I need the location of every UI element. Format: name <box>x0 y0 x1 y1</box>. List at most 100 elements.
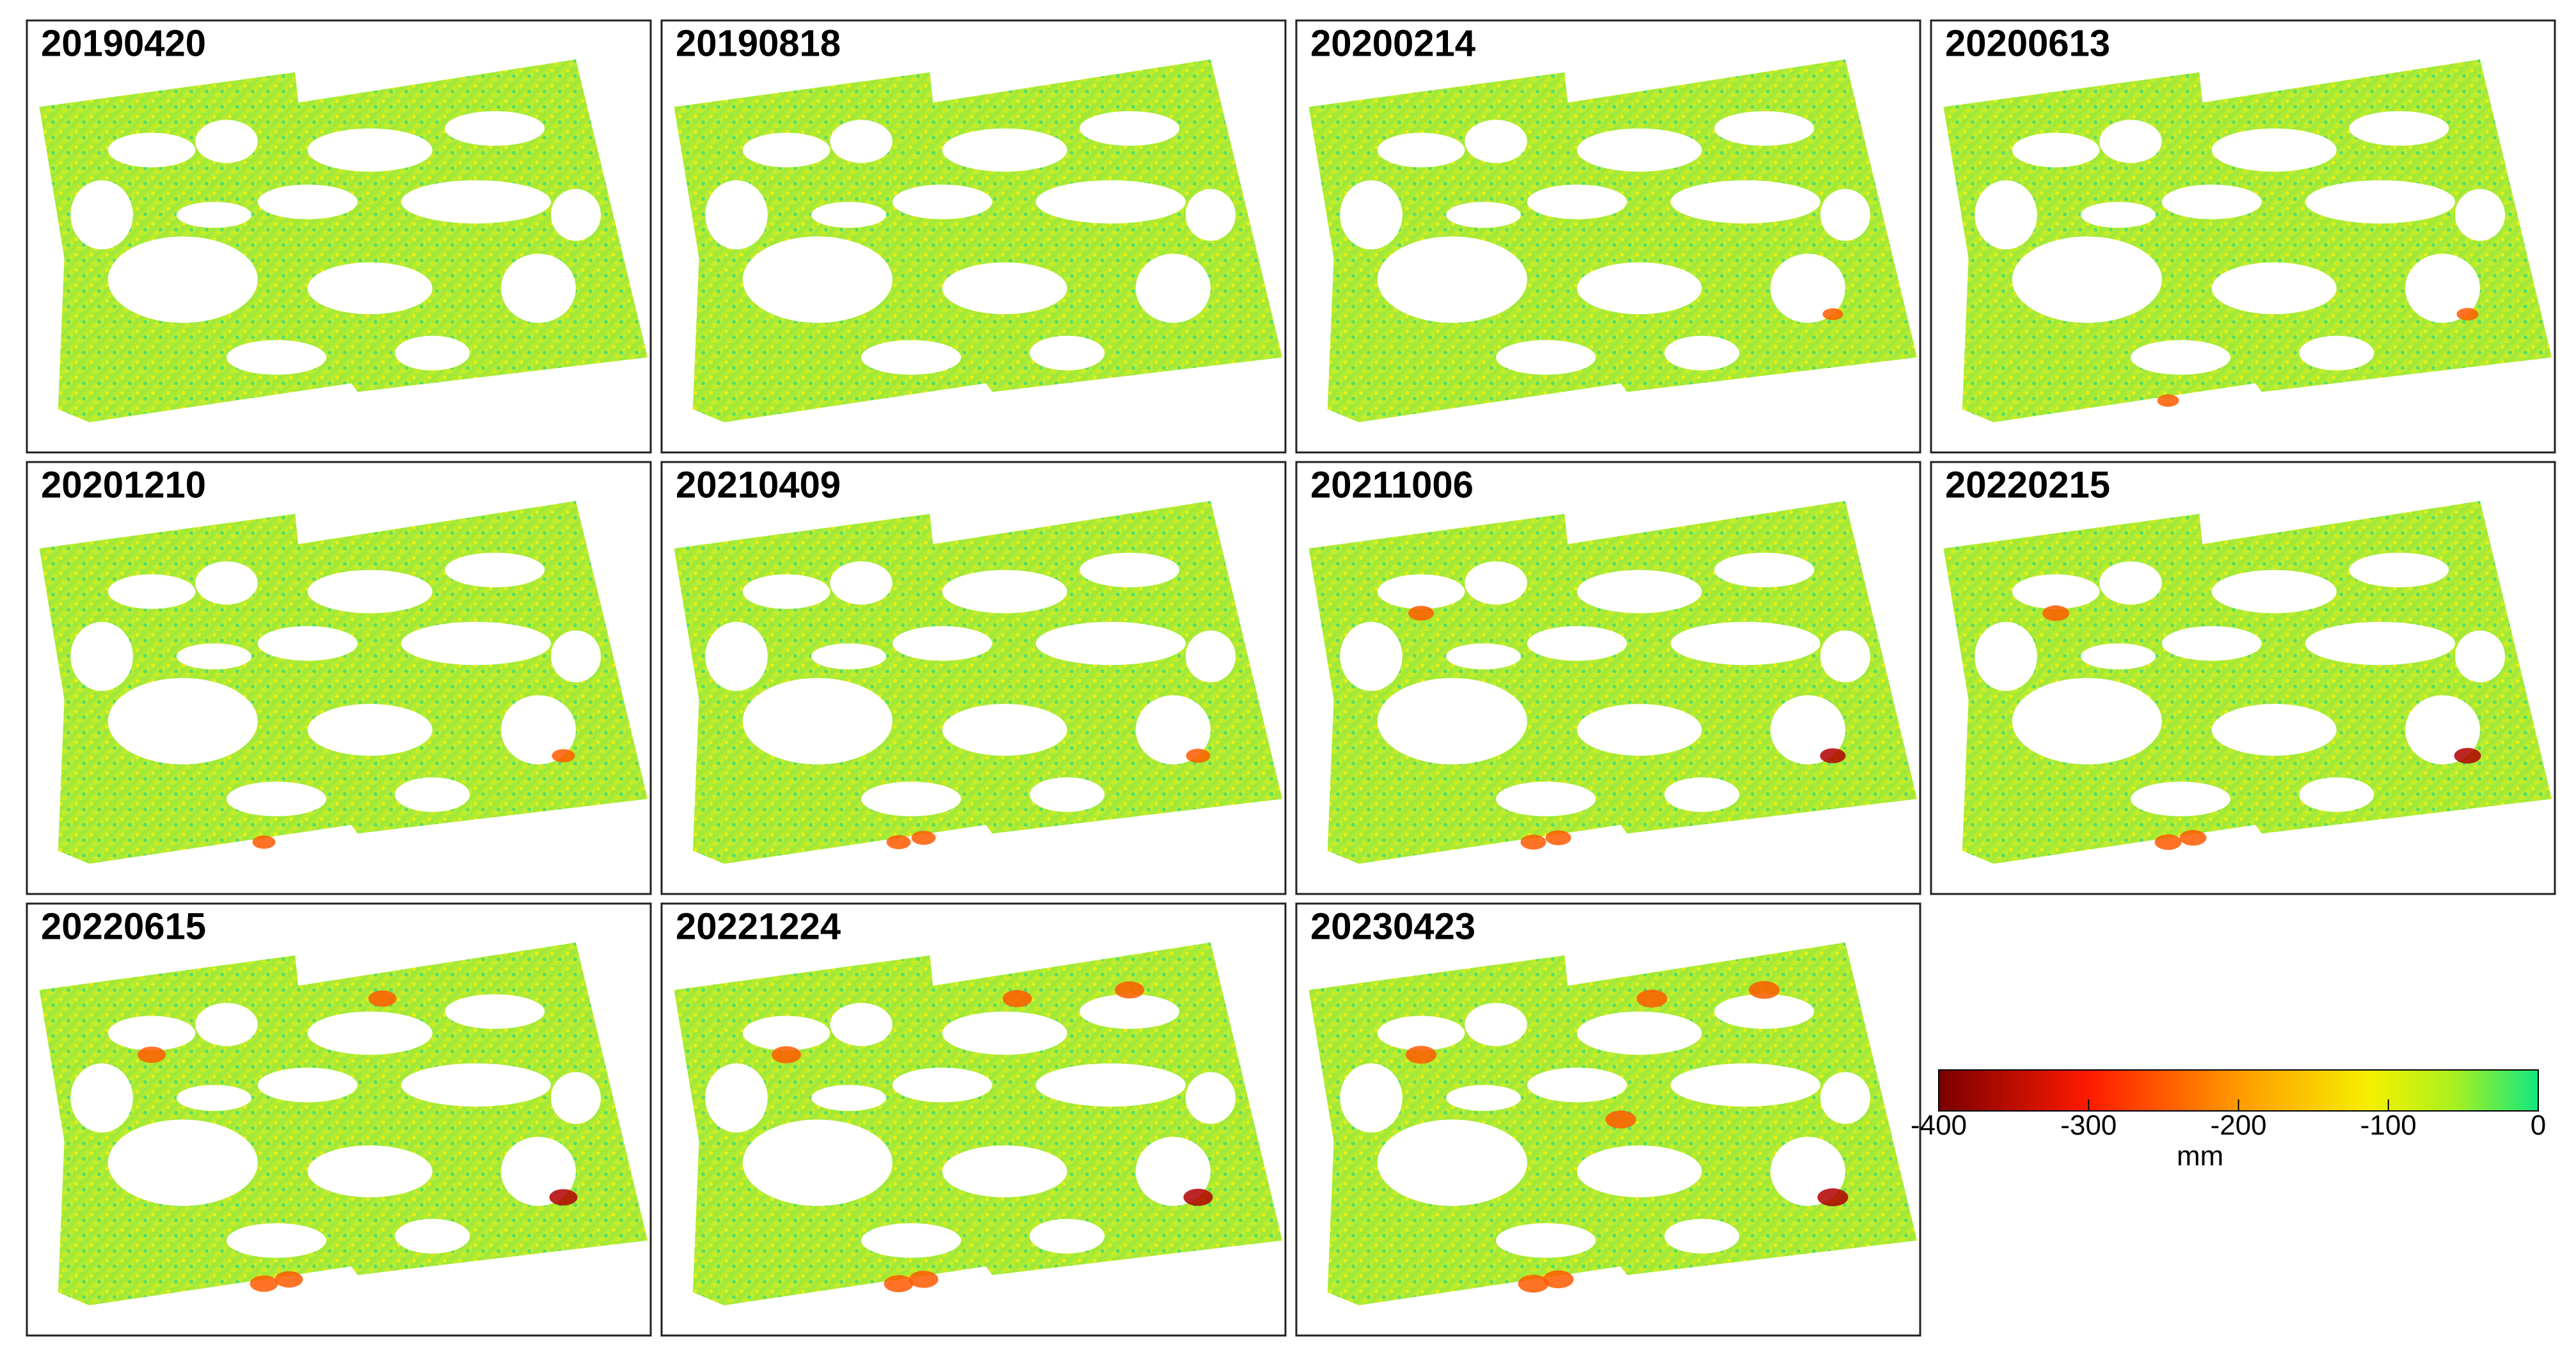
no-data-area <box>401 180 551 224</box>
panel-date: 20201210 <box>41 464 206 506</box>
no-data-area <box>177 1085 251 1111</box>
subsidence-spot <box>2456 308 2479 321</box>
no-data-area <box>1577 704 1702 756</box>
no-data-area <box>742 678 893 765</box>
no-data-area <box>1975 180 2037 250</box>
no-data-area <box>401 1063 551 1107</box>
no-data-area <box>1714 552 1815 587</box>
no-data-area <box>445 111 545 146</box>
panel-date: 20190818 <box>676 22 841 64</box>
no-data-area <box>445 552 545 587</box>
no-data-area <box>1770 695 1845 765</box>
panel-date: 20220615 <box>41 905 206 947</box>
subsidence-spot <box>1605 1110 1636 1129</box>
map-panel: 20190420 <box>26 19 652 454</box>
colorbar-tick-label: -400 <box>1911 1110 1967 1141</box>
no-data-area <box>1340 1063 1403 1133</box>
no-data-area <box>195 1003 258 1046</box>
no-data-area <box>942 1011 1067 1055</box>
no-data-area <box>1671 621 1820 666</box>
deformation-map <box>39 500 648 864</box>
no-data-area <box>2081 643 2156 669</box>
no-data-area <box>1446 1085 1521 1111</box>
subsidence-spot <box>549 1189 578 1206</box>
no-data-area <box>1036 1063 1186 1107</box>
no-data-area <box>70 180 133 250</box>
no-data-area <box>892 626 992 661</box>
no-data-area <box>501 695 576 765</box>
colorbar-tick-label: 0 <box>2531 1110 2546 1141</box>
subsidence-spot <box>552 749 575 763</box>
deformation-map <box>674 59 1283 422</box>
no-data-area <box>1671 180 1820 224</box>
colorbar-tick-label: -300 <box>2060 1110 2117 1141</box>
map-panel: 20201210 <box>26 461 652 895</box>
no-data-area <box>395 777 470 812</box>
no-data-area <box>861 781 961 817</box>
map-panel: 20211006 <box>1295 461 1921 895</box>
deformation-map <box>674 942 1283 1305</box>
no-data-area <box>501 1137 576 1206</box>
no-data-area <box>1377 678 1527 765</box>
no-data-area <box>1496 340 1596 375</box>
subsidence-spot <box>2154 834 2182 850</box>
subsidence-spot <box>2454 747 2481 764</box>
no-data-area <box>1714 111 1815 146</box>
no-data-area <box>830 561 893 605</box>
subsidence-spot <box>274 1271 303 1288</box>
no-data-area <box>307 1011 433 1055</box>
no-data-area <box>107 1119 258 1206</box>
panel-date: 20221224 <box>676 905 841 947</box>
deformation-map <box>1943 59 2552 422</box>
no-data-area <box>1577 570 1702 614</box>
no-data-area <box>257 184 358 219</box>
no-data-area <box>1577 128 1702 172</box>
deformation-map <box>674 500 1283 864</box>
no-data-area <box>107 574 196 609</box>
no-data-area <box>811 643 886 669</box>
no-data-area <box>2405 253 2480 323</box>
panel-date: 20190420 <box>41 22 206 64</box>
no-data-area <box>1446 202 1521 228</box>
no-data-area <box>811 202 886 228</box>
no-data-area <box>445 994 545 1029</box>
no-data-area <box>942 262 1067 314</box>
no-data-area <box>942 1145 1067 1197</box>
no-data-area <box>742 236 893 323</box>
subsidence-spot <box>1636 989 1667 1008</box>
no-data-area <box>1079 552 1180 587</box>
no-data-area <box>2299 777 2374 812</box>
map-panel: 20221224 <box>660 902 1287 1337</box>
no-data-area <box>742 1016 831 1051</box>
subsidence-spot <box>1749 981 1780 999</box>
no-data-area <box>1186 630 1236 683</box>
no-data-area <box>2455 630 2505 683</box>
subsidence-spot <box>138 1046 166 1064</box>
map-panel: 20190818 <box>660 19 1287 454</box>
subsidence-spot <box>1115 981 1145 999</box>
no-data-area <box>307 570 433 614</box>
no-data-area <box>1820 630 1870 683</box>
no-data-area <box>1377 1016 1465 1051</box>
no-data-area <box>2211 128 2337 172</box>
no-data-area <box>742 1119 893 1206</box>
subsidence-spot <box>2157 394 2179 407</box>
no-data-area <box>892 184 992 219</box>
no-data-area <box>2012 678 2162 765</box>
no-data-area <box>2131 781 2230 817</box>
no-data-area <box>1377 132 1465 168</box>
no-data-area <box>1036 180 1186 224</box>
subsidence-spot <box>2042 605 2069 621</box>
subsidence-spot <box>1186 749 1211 763</box>
colorbar-unit: mm <box>2177 1140 2223 1172</box>
no-data-area <box>705 1063 768 1133</box>
panel-date: 20211006 <box>1310 464 1474 506</box>
no-data-area <box>942 570 1067 614</box>
no-data-area <box>107 678 258 765</box>
no-data-area <box>1030 1218 1105 1254</box>
no-data-area <box>1527 184 1627 219</box>
no-data-area <box>1377 574 1465 609</box>
no-data-area <box>1577 262 1702 314</box>
subsidence-spot <box>1002 990 1032 1007</box>
